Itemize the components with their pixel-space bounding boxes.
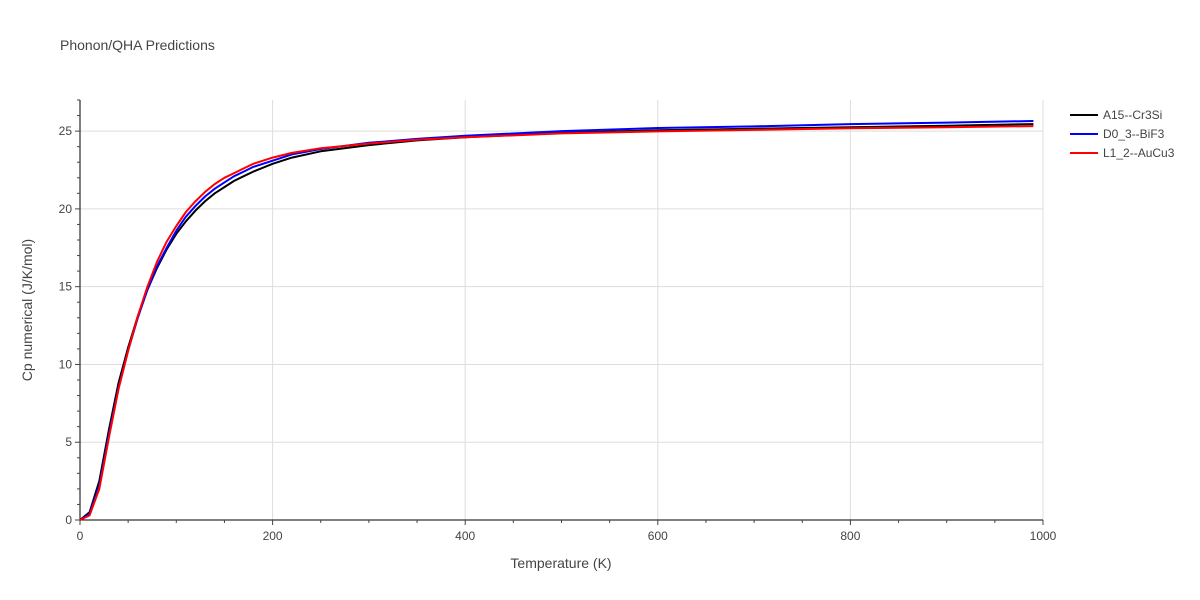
legend-label-1: D0_3--BiF3 (1103, 127, 1165, 141)
x-tick-label: 200 (263, 529, 283, 543)
legend-label-0: A15--Cr3Si (1103, 108, 1162, 122)
legend-label-2: L1_2--AuCu3 (1103, 146, 1175, 160)
y-tick-label: 10 (59, 357, 73, 371)
x-tick-label: 600 (648, 529, 668, 543)
y-tick-label: 0 (65, 513, 72, 527)
grid (80, 100, 1044, 520)
legend: A15--Cr3Si D0_3--BiF3 L1_2--AuCu3 (1070, 108, 1175, 160)
y-tick-label: 20 (59, 202, 73, 216)
series-layer (79, 120, 1034, 521)
y-tick-label: 15 (59, 280, 73, 294)
chart-title: Phonon/QHA Predictions (60, 37, 215, 53)
y-axis-title: Cp numerical (J/K/mol) (19, 239, 35, 381)
y-tick-label: 25 (59, 124, 73, 138)
x-tick-label: 400 (455, 529, 475, 543)
x-tick-label: 1000 (1030, 529, 1057, 543)
x-tick-label: 0 (77, 529, 84, 543)
axes: 0 200 400 600 800 1000 0 5 10 15 20 25 (59, 99, 1057, 543)
x-axis-title: Temperature (K) (510, 555, 611, 571)
series-line-2 (79, 125, 1034, 521)
series-line-1 (79, 120, 1034, 521)
y-tick-label: 5 (65, 435, 72, 449)
x-tick-label: 800 (840, 529, 860, 543)
